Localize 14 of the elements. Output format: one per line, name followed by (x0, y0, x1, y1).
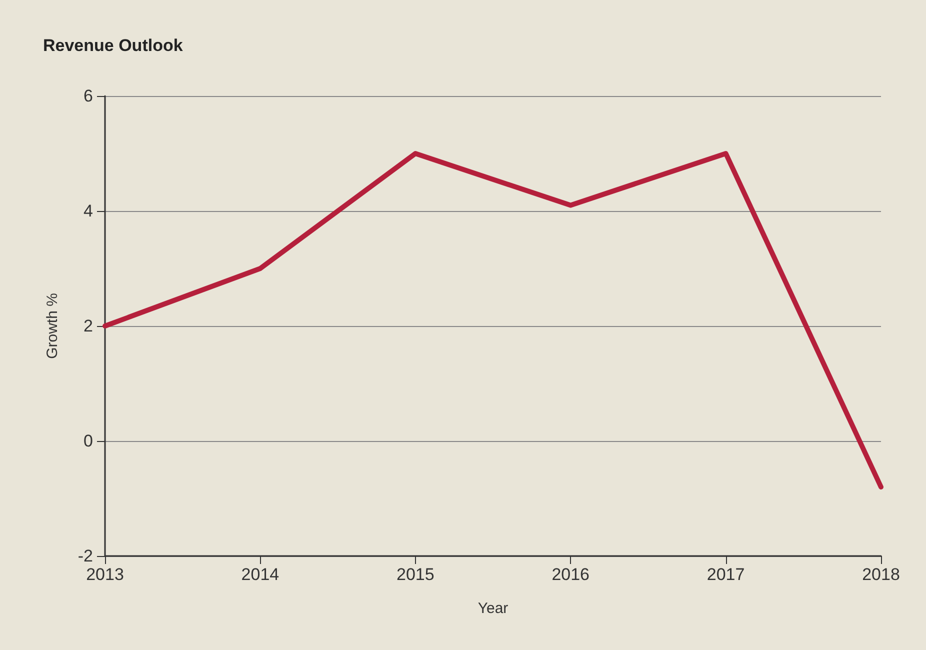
y-tick-label: 4 (84, 202, 93, 220)
y-tick-label: -2 (78, 546, 93, 566)
x-tick-label: 2015 (396, 565, 434, 584)
chart-title: Revenue Outlook (43, 36, 184, 55)
y-tick-label: 6 (84, 86, 93, 106)
x-tick-label: 2017 (706, 565, 745, 584)
x-axis-title: Year (478, 600, 508, 617)
x-tick-label: 2013 (86, 565, 124, 584)
x-tick-label: 2014 (241, 565, 280, 584)
x-tick-label: 2016 (552, 565, 590, 584)
y-tick-label: 2 (84, 316, 93, 336)
y-tick-label: 0 (84, 432, 93, 450)
x-tick-label: 2018 (862, 565, 900, 584)
y-axis-title: Growth % (44, 293, 61, 359)
